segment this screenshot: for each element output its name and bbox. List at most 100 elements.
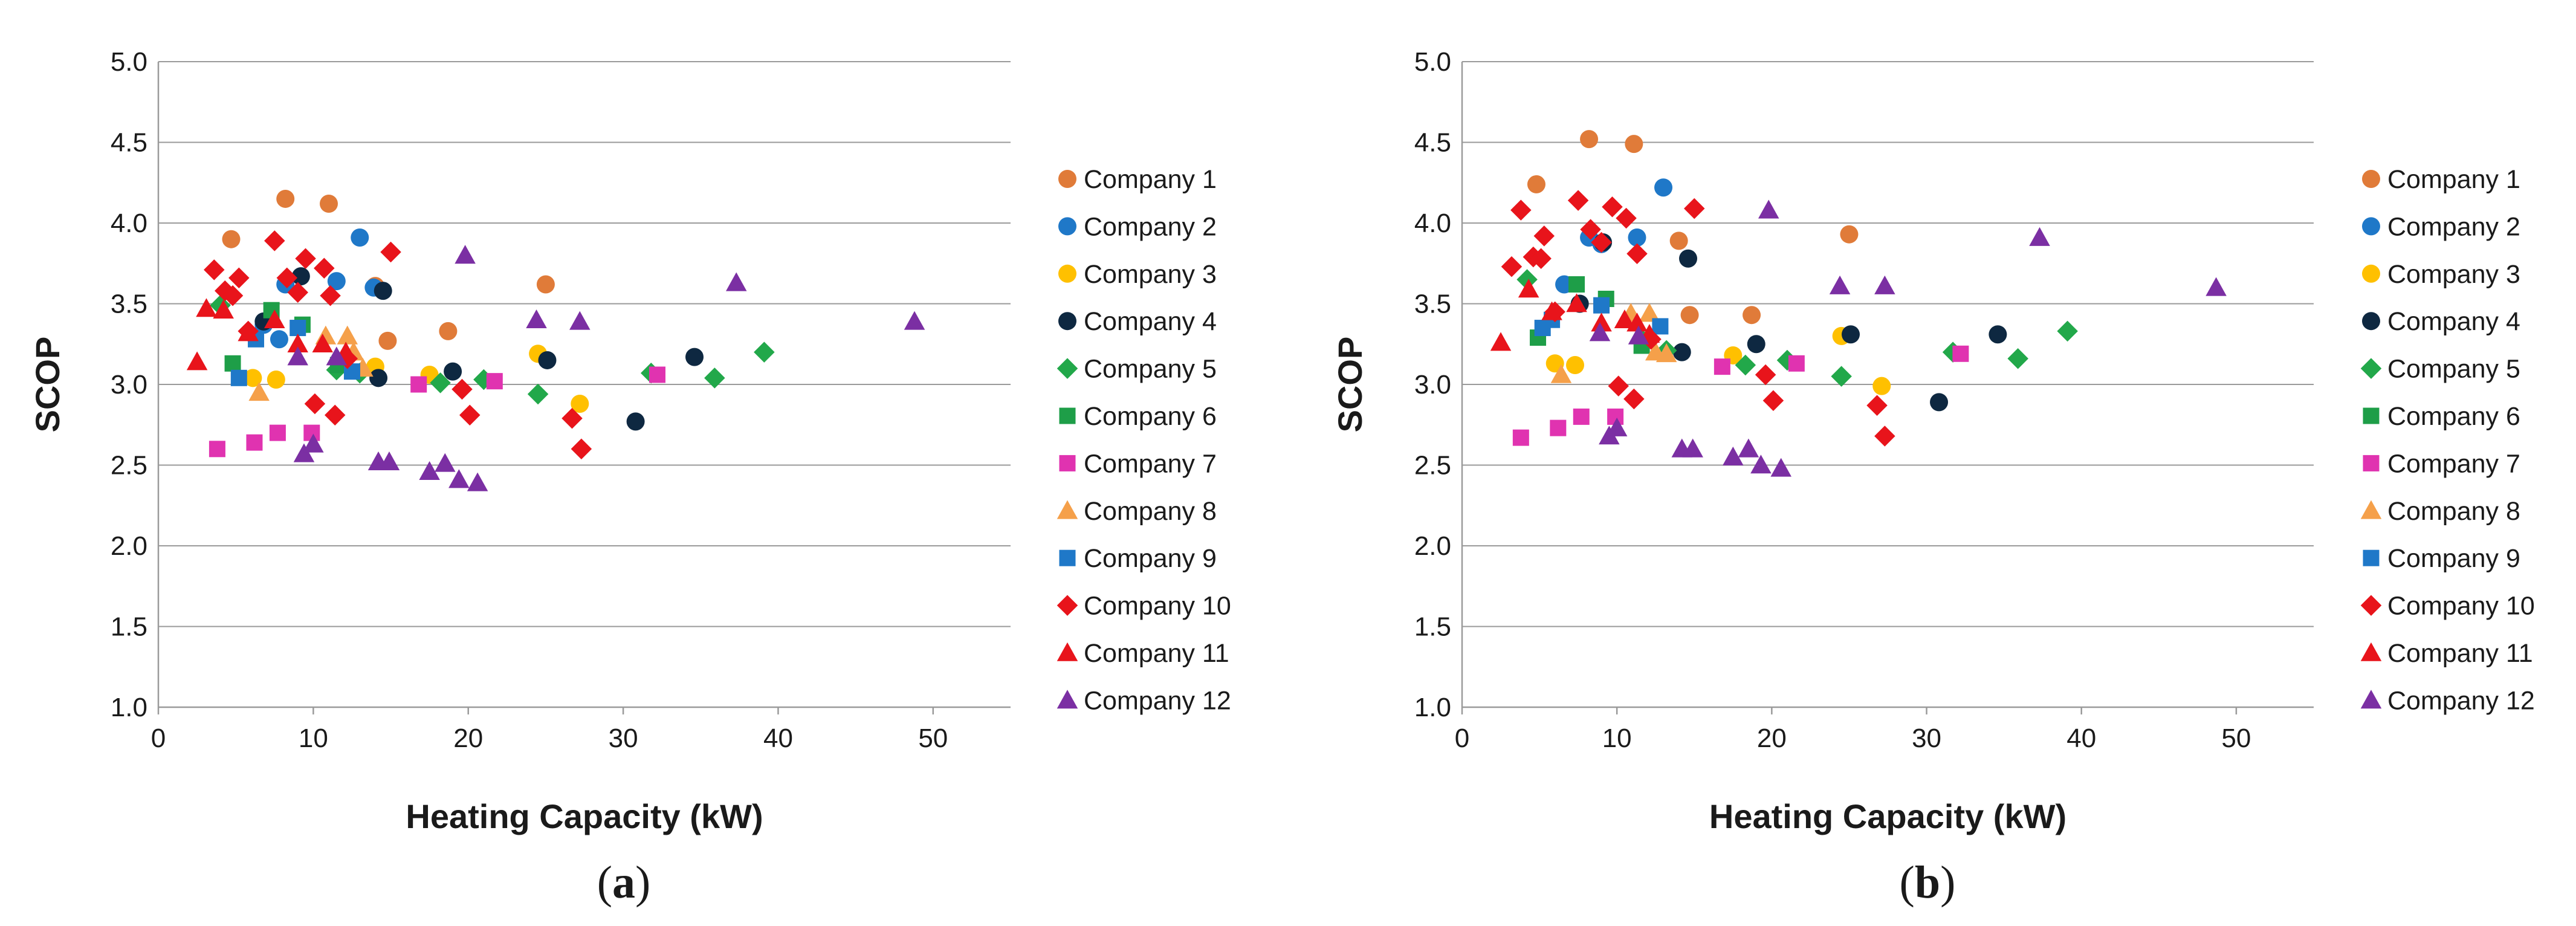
data-point-company-10 [459, 404, 481, 426]
legend-label: Company 6 [1084, 402, 1217, 431]
legend-label: Company 5 [1084, 355, 1217, 384]
legend-label: Company 8 [2387, 497, 2520, 526]
legend-item-company-7: Company 7 [1059, 449, 1217, 478]
legend-marker-company-7 [1059, 455, 1076, 471]
data-point-company-10 [1623, 388, 1645, 410]
data-point-company-11 [1541, 301, 1562, 320]
data-point-company-4 [1930, 393, 1949, 412]
legend-label: Company 3 [2387, 260, 2520, 289]
legend-label: Company 10 [2387, 592, 2535, 621]
data-point-company-12 [725, 272, 747, 291]
data-point-company-7 [269, 424, 286, 441]
data-point-company-4 [444, 362, 462, 381]
y-tick-label: 1.5 [1414, 612, 1451, 642]
data-point-company-12 [904, 311, 925, 330]
chart-panel-a: 1.0 1.5 2.0 2.5 3.0 3.5 4.0 4.5 5.0 0 10 20 30 40 50 C… [28, 47, 1231, 908]
data-point-company-11 [186, 351, 208, 371]
data-point-company-12 [2029, 227, 2050, 246]
data-point-company-10 [325, 404, 346, 426]
x-tick-label: 50 [918, 724, 948, 753]
y-tick-label: 3.0 [111, 370, 147, 400]
y-tick-label: 2.5 [111, 451, 147, 481]
data-point-company-12 [303, 433, 324, 453]
y-tick-label: 1.0 [1414, 693, 1451, 722]
data-point-company-10 [1530, 248, 1552, 269]
data-point-company-11 [1591, 312, 1612, 332]
y-tick-label: 3.0 [1414, 370, 1451, 400]
legend-marker-company-7 [2363, 455, 2380, 471]
x-tick-label: 0 [151, 724, 166, 753]
legend-marker-company-4 [2362, 312, 2380, 331]
legend-item-company-6: Company 6 [1059, 402, 1217, 431]
data-point-company-5 [754, 342, 775, 363]
data-point-company-10 [1580, 219, 1601, 240]
data-point-company-1 [320, 194, 338, 213]
legend-label: Company 2 [2387, 212, 2520, 241]
legend-marker-company-5 [1057, 358, 1078, 379]
x-axis-title: Heating Capacity (kW) [406, 797, 763, 835]
legend-item-company-8: Company 8 [2360, 497, 2520, 526]
legend-marker-company-10 [2360, 595, 2382, 616]
data-point-company-7 [1952, 345, 1969, 362]
x-axis-title: Heating Capacity (kW) [1709, 797, 2066, 835]
data-point-company-5 [1516, 269, 1538, 290]
x-tick-label: 40 [2066, 724, 2096, 753]
data-point-company-9 [1652, 318, 1669, 335]
data-point-company-7 [1788, 355, 1805, 372]
data-point-company-10 [228, 267, 250, 289]
data-point-company-1 [1625, 135, 1643, 154]
panel-label: (a) [597, 857, 651, 908]
data-point-company-12 [1750, 455, 1772, 474]
legend-label: Company 7 [2387, 449, 2520, 478]
y-tick-label: 3.5 [111, 290, 147, 319]
data-point-company-12 [455, 245, 476, 264]
data-point-company-12 [293, 443, 315, 462]
legend-label: Company 4 [2387, 307, 2520, 336]
legend-item-company-10: Company 10 [2360, 592, 2535, 621]
x-tick-label: 10 [1602, 724, 1632, 753]
legend-item-company-5: Company 5 [2360, 355, 2520, 384]
data-point-company-4 [1989, 325, 2007, 344]
data-point-company-4 [1672, 343, 1691, 361]
data-point-company-5 [2057, 320, 2078, 342]
legend-label: Company 12 [1084, 686, 1231, 715]
legend-label: Company 10 [1084, 592, 1231, 621]
data-point-company-10 [1755, 364, 1776, 386]
data-point-company-11 [287, 334, 308, 353]
data-point-company-10 [287, 282, 308, 303]
data-point-company-8 [1655, 343, 1677, 363]
data-point-company-10 [1533, 225, 1555, 247]
data-point-company-12 [378, 451, 400, 470]
legend-item-company-6: Company 6 [2363, 402, 2520, 431]
data-point-company-12 [1628, 325, 1649, 345]
legend-label: Company 11 [1084, 639, 1229, 668]
y-tick-label: 5.0 [111, 47, 147, 77]
data-point-company-12 [569, 311, 591, 330]
data-point-company-1 [1840, 225, 1859, 244]
legend-item-company-9: Company 9 [1059, 544, 1217, 573]
data-point-company-4 [685, 348, 704, 366]
data-point-company-10 [1567, 190, 1589, 211]
legend-label: Company 2 [1084, 212, 1217, 241]
data-point-company-10 [380, 241, 401, 263]
data-point-company-12 [1874, 275, 1895, 294]
data-point-company-12 [1606, 417, 1628, 436]
data-point-company-11 [213, 299, 234, 319]
data-point-company-10 [276, 267, 298, 289]
data-point-company-7 [1512, 429, 1529, 446]
data-point-company-10 [204, 259, 225, 280]
data-point-company-11 [312, 334, 333, 353]
legend-marker-company-3 [2362, 264, 2380, 283]
data-point-company-12 [1723, 446, 1744, 465]
data-point-company-12 [1758, 199, 1779, 219]
x-tick-label: 0 [1455, 724, 1469, 753]
legend-marker-company-2 [2362, 217, 2380, 236]
data-point-company-12 [419, 461, 440, 480]
legend-marker-company-8 [2360, 500, 2382, 519]
x-tick-label: 50 [2221, 724, 2251, 753]
data-point-company-10 [222, 285, 244, 306]
y-tick-label: 3.5 [1414, 290, 1451, 319]
legend-label: Company 8 [1084, 497, 1217, 526]
data-point-company-10 [304, 393, 326, 415]
legend-label: Company 7 [1084, 449, 1217, 478]
